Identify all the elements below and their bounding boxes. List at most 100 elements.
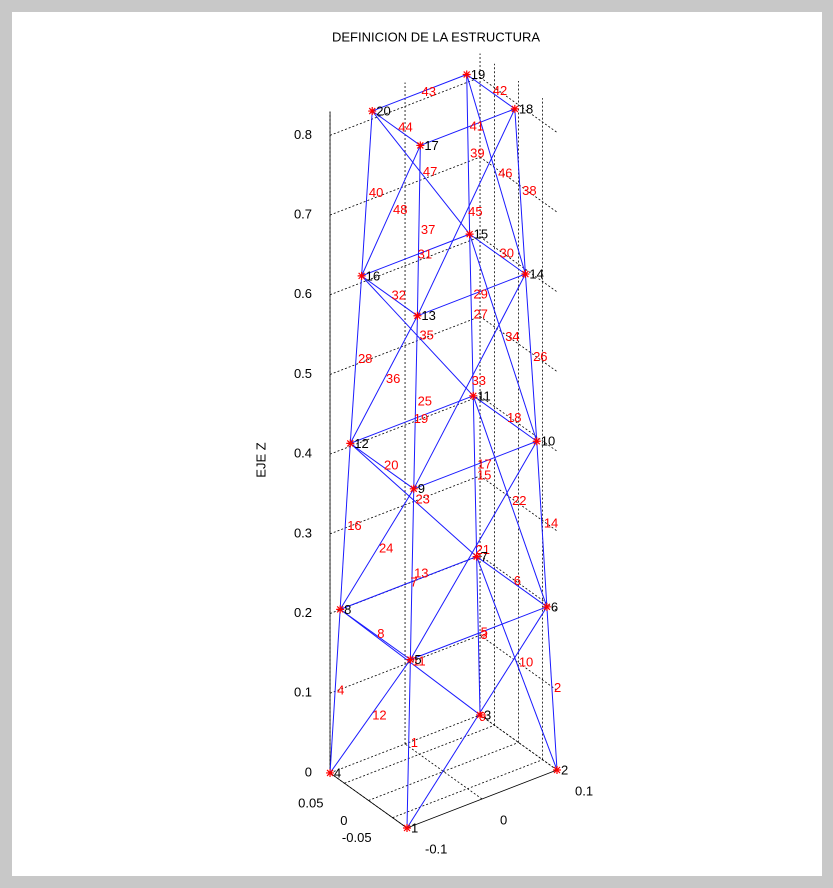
z-tick-label: 0.1	[294, 685, 312, 700]
node-label: 11	[477, 388, 491, 403]
z-tick-label: 0.7	[294, 206, 312, 221]
member-label: 34	[505, 329, 519, 344]
member-label: 20	[384, 458, 398, 473]
member-label: 31	[418, 246, 432, 261]
member-label: 27	[473, 306, 487, 321]
member-label: 40	[369, 185, 383, 200]
x-tick-label: -0.1	[425, 841, 447, 856]
member-label: 35	[419, 327, 433, 342]
node-marker	[469, 392, 477, 400]
z-tick-label: 0.3	[294, 525, 312, 540]
node-label: 10	[541, 434, 555, 449]
member-label: 4	[337, 683, 344, 698]
node-marker	[416, 141, 424, 149]
x-tick-label: 0.1	[575, 783, 593, 798]
node-label: 17	[424, 138, 438, 153]
node-marker	[466, 230, 474, 238]
member-label: 46	[498, 166, 512, 181]
node-label: 12	[354, 436, 368, 451]
y-tick-label: -0.05	[342, 830, 372, 845]
node-marker	[336, 605, 344, 613]
z-tick-label: 0.5	[294, 366, 312, 381]
node-label: 13	[421, 308, 435, 323]
node-marker	[463, 71, 471, 79]
member-label: 36	[386, 371, 400, 386]
node-label: 9	[418, 481, 425, 496]
node-label: 16	[366, 268, 380, 283]
z-tick-label: 0.2	[294, 605, 312, 620]
member-label: 47	[423, 164, 437, 179]
member-label: 1	[411, 735, 418, 750]
member-label: 42	[493, 83, 507, 98]
member-label: 12	[372, 708, 386, 723]
x-tick-label: 0	[500, 812, 507, 827]
node-marker	[553, 766, 561, 774]
node-label: 3	[484, 707, 491, 722]
y-tick-label: 0.05	[298, 796, 323, 811]
node-label: 20	[376, 103, 390, 118]
member-label: 17	[477, 456, 491, 471]
member-label: 13	[414, 566, 428, 581]
chart-title: DEFINICION DE LA ESTRUCTURA	[332, 29, 540, 44]
member-label: 25	[418, 394, 432, 409]
member-label: 29	[473, 286, 487, 301]
member-label: 38	[522, 183, 536, 198]
member-label: 19	[414, 411, 428, 426]
member-label: 24	[379, 541, 393, 556]
node-marker	[543, 603, 551, 611]
node-marker	[410, 485, 418, 493]
member-label: 22	[512, 493, 526, 508]
member-label: 26	[533, 349, 547, 364]
member-label: 18	[507, 410, 521, 425]
node-marker	[368, 107, 376, 115]
z-tick-label: 0.6	[294, 286, 312, 301]
node-label: 1	[411, 820, 418, 835]
member-label: 30	[500, 246, 514, 261]
node-marker	[326, 769, 334, 777]
member-label: 37	[421, 222, 435, 237]
member-label: 2	[554, 680, 561, 695]
page: {"chart_data": { "type": "truss3d", "tit…	[0, 0, 833, 888]
node-marker	[403, 824, 411, 832]
member-label: 10	[519, 655, 533, 670]
node-marker	[533, 437, 541, 445]
z-tick-label: 0.4	[294, 446, 312, 461]
node-marker	[476, 711, 484, 719]
member-label: 44	[398, 120, 412, 135]
node-marker	[358, 272, 366, 280]
node-label: 8	[344, 602, 351, 617]
node-label: 18	[519, 101, 533, 116]
z-axis-label: EJE Z	[253, 442, 268, 477]
node-label: 15	[474, 227, 488, 242]
node-marker	[473, 553, 481, 561]
node-label: 2	[561, 762, 568, 777]
member-label: 32	[392, 287, 406, 302]
member-label: 39	[470, 146, 484, 161]
member-label: 8	[377, 626, 384, 641]
node-marker	[521, 270, 529, 278]
node-marker	[413, 312, 421, 320]
member-label: 33	[472, 373, 486, 388]
member-label: 6	[514, 573, 521, 588]
node-marker	[511, 105, 519, 113]
member-label: 28	[358, 351, 372, 366]
z-tick-label: 0.8	[294, 127, 312, 142]
z-tick-label: 0	[305, 764, 312, 779]
node-label: 4	[334, 765, 341, 780]
member-label: 14	[544, 515, 558, 530]
node-marker	[346, 439, 354, 447]
member-label: 16	[347, 518, 361, 533]
member-label: 48	[393, 202, 407, 217]
member-label: 41	[470, 119, 484, 134]
node-label: 7	[481, 549, 488, 564]
node-label: 5	[414, 652, 421, 667]
node-label: 14	[529, 266, 543, 281]
member-label: 45	[468, 204, 482, 219]
member-label: 5	[481, 625, 488, 640]
node-label: 6	[551, 599, 558, 614]
figure: DEFINICION DE LA ESTRUCTURA EJE Z 0 0.1 0.…	[0, 0, 833, 888]
node-marker	[406, 656, 414, 664]
node-label: 19	[471, 67, 485, 82]
member-label: 43	[421, 84, 435, 99]
y-tick-label: 0	[340, 813, 347, 828]
